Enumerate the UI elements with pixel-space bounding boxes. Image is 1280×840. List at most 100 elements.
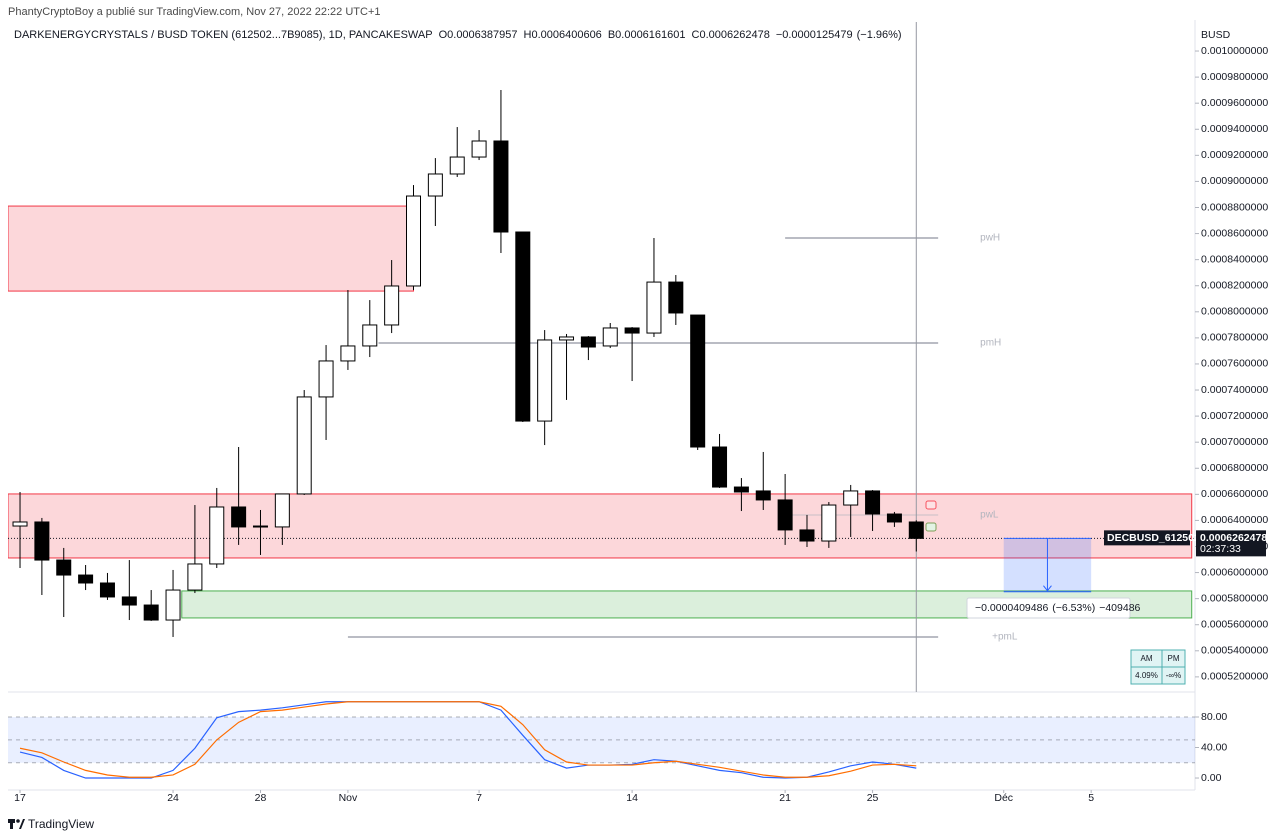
candle-body	[318, 360, 334, 398]
y-tick-label: 0.0008800000	[1201, 201, 1268, 213]
table-header: PM	[1168, 654, 1180, 663]
alert-marker	[925, 522, 937, 532]
y-tick-label: 0.0006000000	[1201, 566, 1268, 578]
candle-body	[733, 486, 749, 493]
y-tick-label: 0.0007400000	[1201, 384, 1268, 396]
table-cell: -∞%	[1166, 671, 1181, 680]
y-tick-label: 0.0010000000	[1201, 45, 1268, 57]
candle-body	[668, 281, 684, 314]
y-tick-label: 0.0007800000	[1201, 332, 1268, 344]
y-tick-label: 0.0005800000	[1201, 592, 1268, 604]
last-price-box	[1196, 530, 1266, 557]
y-tick-label: 0.0008400000	[1201, 253, 1268, 265]
x-tick-label: 17	[14, 792, 26, 804]
candle-body	[908, 521, 924, 539]
logo-mark	[10, 819, 13, 829]
brand-name: TradingView	[28, 817, 94, 831]
y-tick-label: 0.0008600000	[1201, 227, 1268, 239]
measure-ticks: −409486	[1099, 602, 1140, 614]
measure-change: −0.0000409486	[975, 602, 1048, 614]
candle-body	[296, 396, 312, 495]
candle-body	[384, 285, 400, 326]
y-tick-label: 0.0008200000	[1201, 280, 1268, 292]
candle-body	[362, 324, 378, 347]
table-header: AM	[1141, 654, 1153, 663]
zone	[8, 205, 415, 292]
overlay: DARKENERGYCRYSTALS / BUSD TOKEN (612502.…	[14, 29, 1268, 804]
x-tick-label: 25	[867, 792, 879, 804]
candle-body	[406, 195, 422, 287]
y-tick-label: 0.0005600000	[1201, 619, 1268, 631]
stoch-line	[19, 701, 917, 778]
zone	[8, 493, 1193, 559]
change-value: −0.0000125479	[776, 29, 853, 41]
y-tick-label: 0.0009400000	[1201, 123, 1268, 135]
x-tick-label: Déc	[994, 792, 1013, 804]
candle-body	[12, 521, 28, 527]
candle-body	[187, 563, 203, 591]
ohlc-value: 0.0006387957	[447, 29, 517, 41]
ohlc-value: 0.0006262478	[699, 29, 769, 41]
logo-mark	[19, 819, 25, 829]
y-tick-label: 0.0009000000	[1201, 175, 1268, 187]
y-tick-label: 0.0006600000	[1201, 488, 1268, 500]
symbol: DARKENERGYCRYSTALS / BUSD TOKEN (612502.…	[14, 29, 433, 41]
x-tick-label: 5	[1088, 792, 1094, 804]
level-label: pwH	[980, 233, 1000, 244]
ohlc-key: O	[439, 29, 448, 41]
level-label: pwL	[980, 510, 999, 521]
candle-body	[121, 596, 137, 606]
candle-body	[624, 327, 640, 334]
legend: DARKENERGYCRYSTALS / BUSD TOKEN (612502.…	[14, 29, 902, 41]
candle-body	[843, 490, 859, 506]
candle-body	[252, 525, 268, 528]
logo-mark	[16, 819, 20, 823]
publish-header: PhantyCryptoBoy a publié sur TradingView…	[8, 6, 380, 18]
measure-percent: (−6.53%)	[1052, 602, 1095, 614]
symbol-tag-box	[1104, 530, 1190, 546]
candle-body	[231, 506, 247, 528]
candle-body	[471, 140, 487, 158]
alert-marker	[925, 500, 937, 510]
candle-body	[78, 574, 94, 584]
candle-body	[209, 506, 225, 565]
measure-label: −0.0000409486 (−6.53%) −409486	[975, 602, 1141, 614]
ohlc-value: 0.0006400606	[531, 29, 601, 41]
candle-body	[274, 493, 290, 528]
y-tick-label: 0.0005200000	[1201, 671, 1268, 683]
ohlc-key: H	[524, 29, 532, 41]
axis-unit: BUSD	[1201, 29, 1231, 41]
candle-body	[799, 529, 815, 542]
x-tick-label: 14	[626, 792, 638, 804]
stochastic-pane	[8, 701, 1195, 779]
candle-body	[537, 339, 553, 422]
candle-body	[865, 490, 881, 515]
y-tick-label: 0.0006400000	[1201, 514, 1268, 526]
y-tick-label: 0.0008000000	[1201, 306, 1268, 318]
ohlc-key: C	[692, 29, 700, 41]
candle-body	[580, 336, 596, 348]
y-tick-label: 0.0009200000	[1201, 149, 1268, 161]
candle-body	[493, 140, 509, 233]
x-tick-label: 7	[476, 792, 482, 804]
candle-body	[340, 345, 356, 362]
y-tick-label: 0.00	[1201, 772, 1222, 784]
change-percent: (−1.96%)	[857, 29, 902, 41]
y-tick-label: 0.0009600000	[1201, 97, 1268, 109]
symbol-tag: DECBUSD_612502	[1107, 532, 1200, 544]
candle-body	[449, 156, 465, 175]
candle-body	[777, 499, 793, 531]
table-cell: 4.09%	[1135, 671, 1158, 680]
y-tick-label: 0.0007200000	[1201, 410, 1268, 422]
y-tick-label: 0.0005400000	[1201, 645, 1268, 657]
brand-logo: TradingView	[8, 817, 94, 831]
ohlc-key: B	[608, 29, 615, 41]
candle-body	[602, 327, 618, 347]
candle-body	[427, 173, 443, 197]
y-tick-label: 0.0007000000	[1201, 436, 1268, 448]
candle-body	[99, 582, 115, 598]
candle-body	[34, 521, 50, 561]
candle-body	[56, 559, 72, 576]
candle-body	[165, 589, 181, 621]
